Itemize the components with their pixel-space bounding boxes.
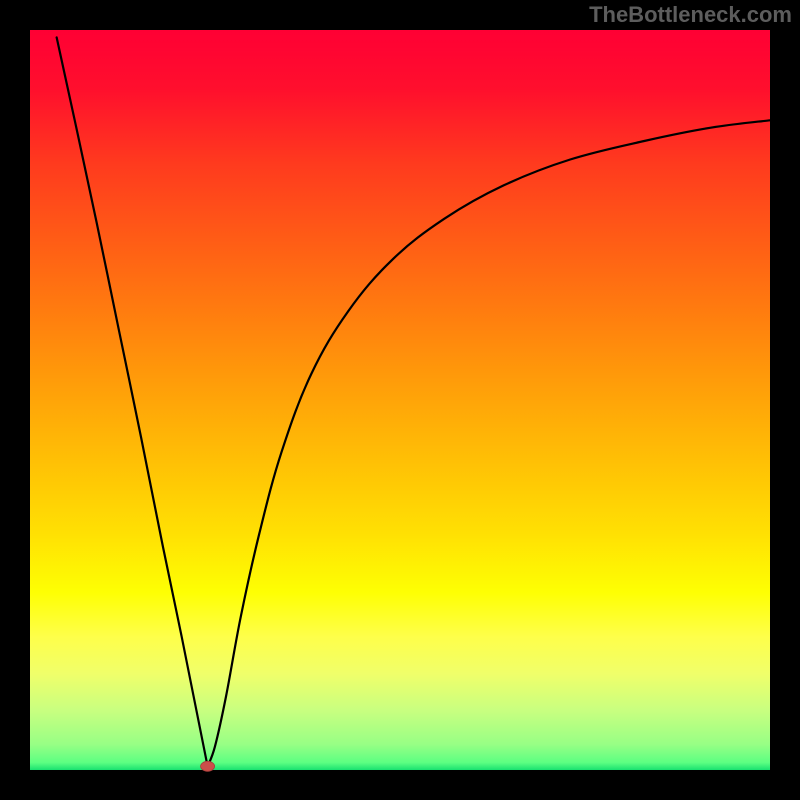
plot-background — [30, 30, 770, 770]
optimal-point-marker — [201, 761, 215, 771]
chart-container: TheBottleneck.com — [0, 0, 800, 800]
chart-svg — [0, 0, 800, 800]
watermark-text: TheBottleneck.com — [589, 2, 792, 28]
